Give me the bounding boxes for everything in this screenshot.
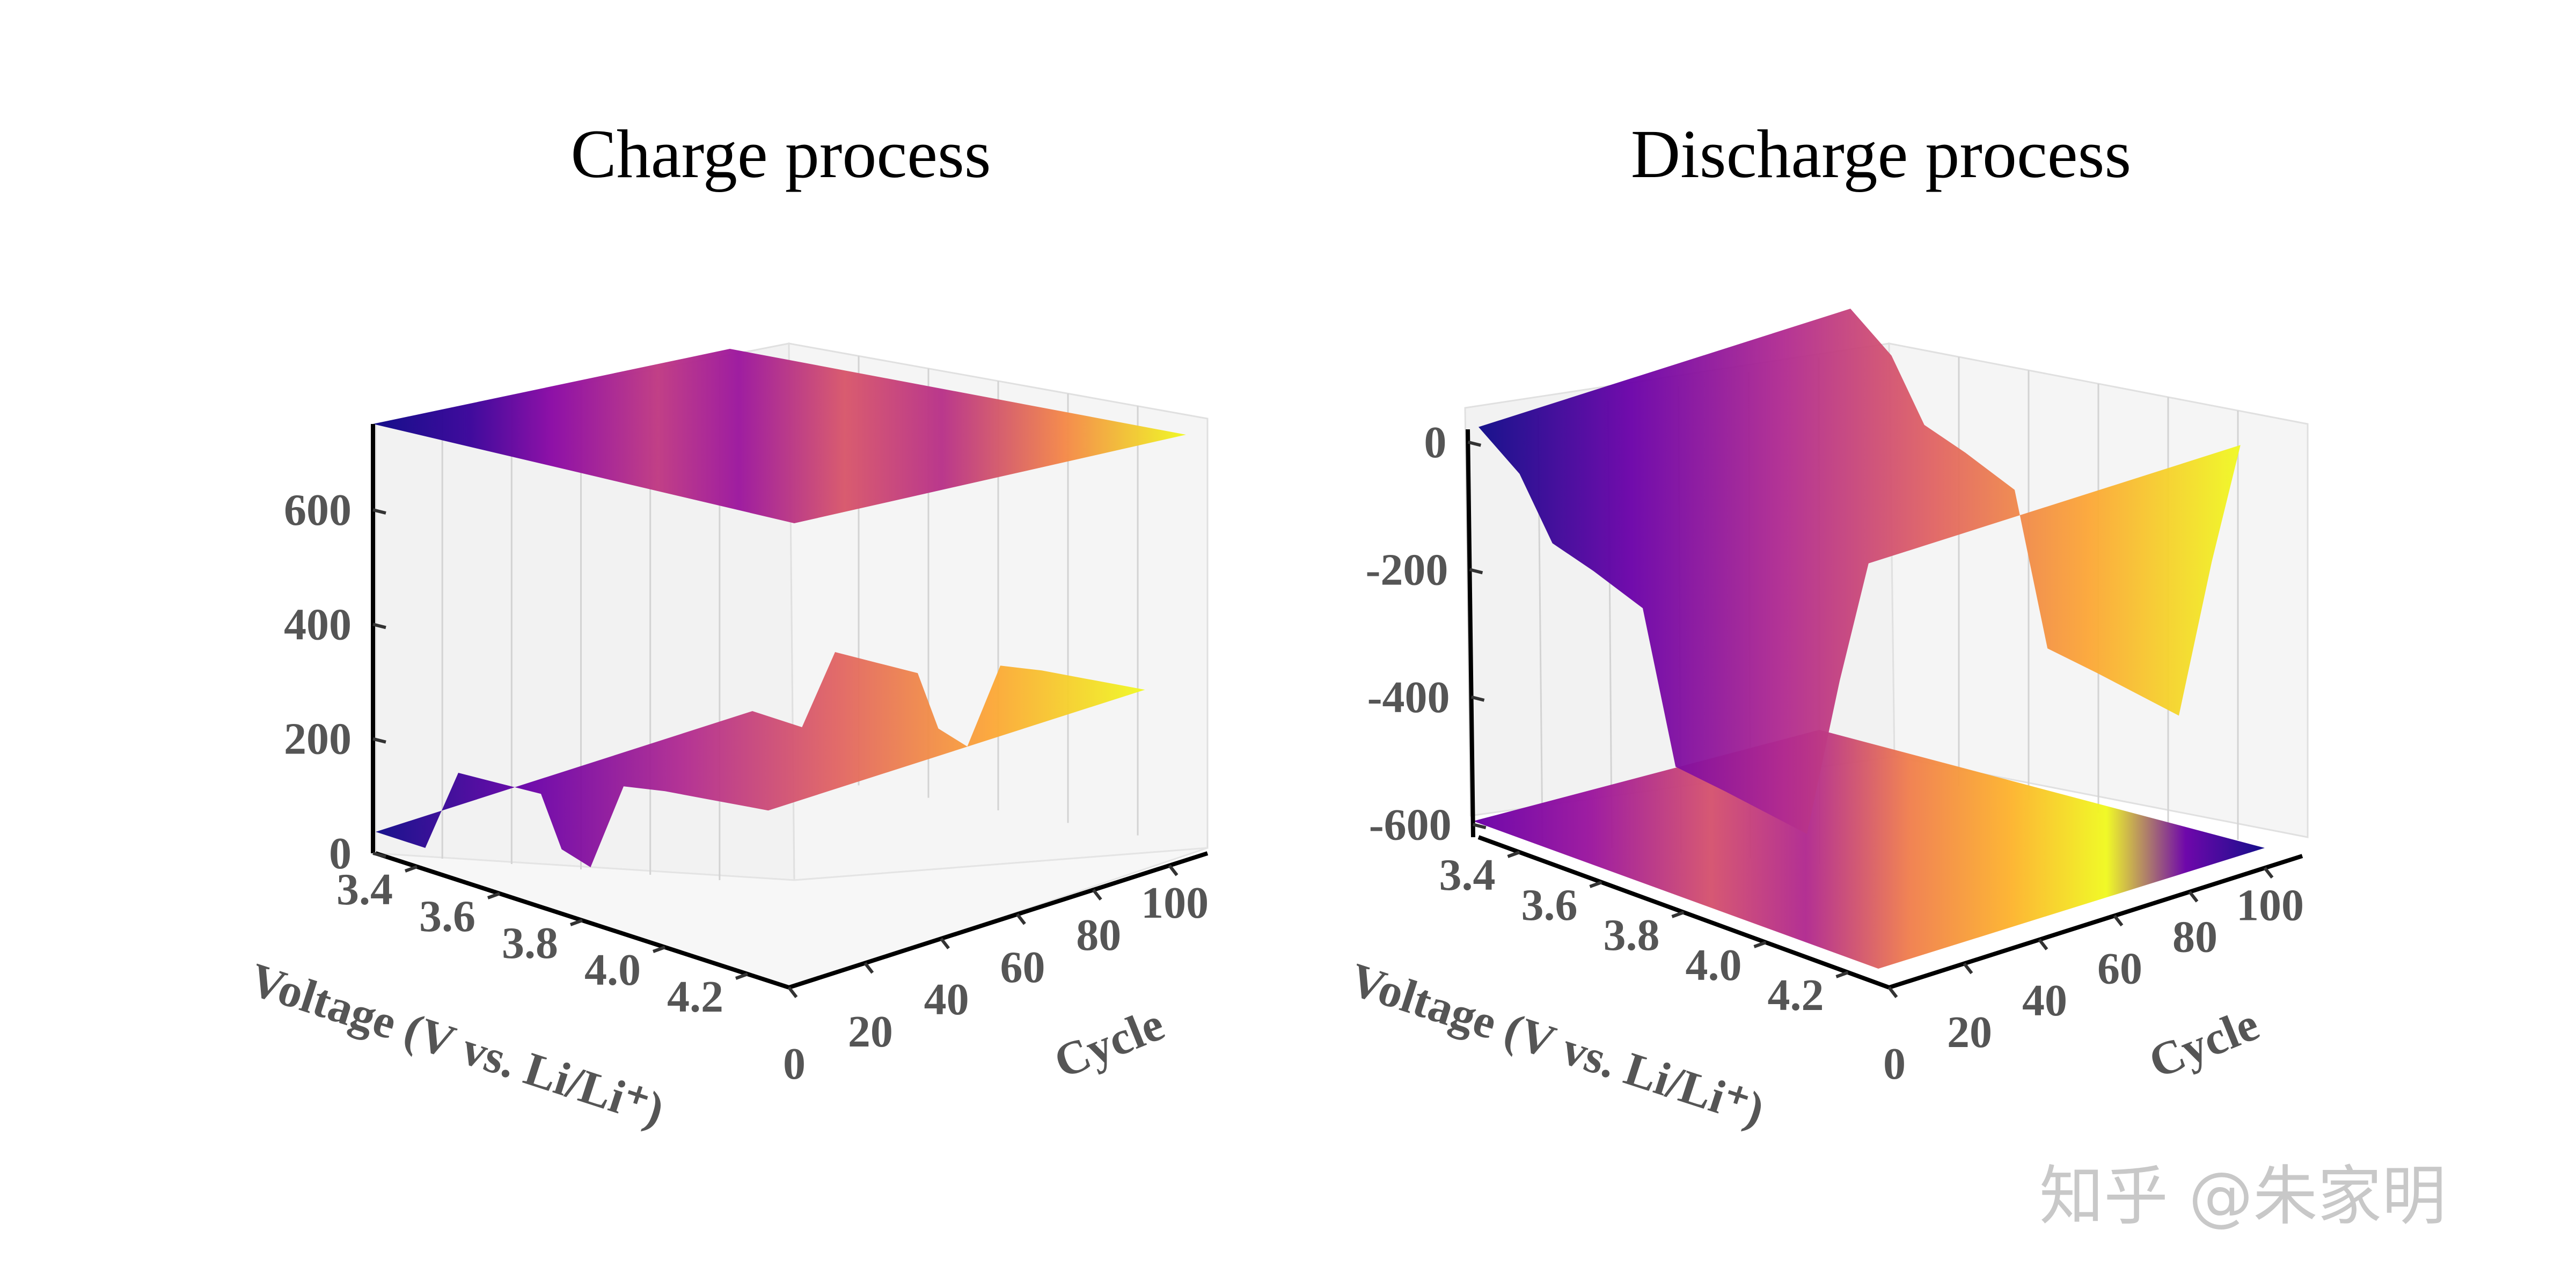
cycle-tick-mark (2038, 939, 2048, 950)
tick-labels: 3.4 3.6 3.8 4.0 4.2 0 20 40 60 80 100 0 200 400 600 (284, 485, 1209, 1089)
voltage-tick-mark (404, 865, 418, 873)
discharge-chart: Discharge process 3.4 3.6 3.8 4.0 4.2 0 20 40 60… (1344, 116, 2309, 1137)
cycle-tick-label: 40 (924, 975, 969, 1024)
surface-plot (1479, 309, 2241, 834)
voltage-tick-label: 3.4 (1439, 850, 1496, 900)
cycle-tick-label: 60 (2097, 944, 2142, 994)
cycle-tick-mark (2113, 914, 2124, 927)
bottom-projection-plane (1473, 730, 2265, 969)
z-tick-mark (1469, 568, 1483, 575)
z-tick-mark (1467, 440, 1482, 447)
z-tick-label: -600 (1369, 800, 1452, 850)
voltage-tick-mark (1507, 851, 1520, 858)
voltage-tick-mark (1589, 881, 1602, 888)
cycle-tick-label: 40 (2022, 976, 2067, 1026)
cycle-tick-label: 60 (1000, 942, 1045, 992)
z-tick-label: 0 (329, 829, 352, 879)
surface-plot (376, 652, 1145, 867)
cycle-tick-label: 0 (783, 1039, 806, 1089)
cycle-tick-label: 100 (2236, 881, 2304, 931)
voltage-tick-label: 4.2 (667, 972, 723, 1022)
cycle-tick-label: 80 (2172, 912, 2218, 962)
voltage-tick-mark (652, 946, 666, 953)
charge-chart: Charge process 3.4 3.6 3.8 4.0 4.2 0 20 40 60 80 1… (244, 116, 1209, 1137)
voltage-tick-label: 3.8 (1604, 910, 1660, 960)
voltage-tick-label: 3.6 (1521, 880, 1578, 930)
voltage-tick-label: 4.0 (584, 945, 641, 995)
cycle-tick-mark (1016, 913, 1026, 925)
voltage-tick-label: 3.8 (502, 918, 558, 968)
cycle-tick-mark (1963, 962, 1973, 975)
z-tick-label: -400 (1367, 672, 1450, 722)
cycle-tick-mark (1168, 864, 1179, 876)
cycle-tick-mark (863, 962, 874, 974)
z-tick-mark (372, 623, 386, 630)
voltage-tick-mark (735, 972, 749, 980)
tick-labels: 3.4 3.6 3.8 4.0 4.2 0 20 40 60 80 100 0 -200 -400 -600 (1365, 418, 2304, 1089)
z-tick-mark (372, 737, 386, 744)
cycle-tick-label: 20 (848, 1007, 893, 1057)
cycle-tick-mark (2188, 890, 2199, 903)
z-tick-mark (1470, 695, 1485, 702)
voltage-tick-label: 4.2 (1768, 970, 1824, 1020)
voltage-tick-label: 3.6 (419, 891, 475, 941)
cycle-axis (1888, 854, 2303, 990)
voltage-tick-mark (569, 919, 583, 926)
z-axis (1466, 429, 1475, 838)
chart-title: Discharge process (1631, 116, 2131, 192)
z-tick-mark (372, 508, 386, 515)
z-tick-mark (1472, 823, 1487, 830)
z-tick-label: -200 (1365, 545, 1448, 595)
cycle-tick-label: 20 (1947, 1007, 1992, 1057)
z-tick-label: 400 (284, 599, 352, 649)
voltage-tick-label: 4.0 (1686, 940, 1742, 990)
voltage-tick-label: 3.4 (336, 865, 393, 914)
cycle-tick-mark (940, 938, 950, 949)
z-tick-label: 200 (284, 714, 352, 764)
top-projection-plane (373, 349, 1186, 523)
voltage-tick-mark (1835, 971, 1849, 978)
cycle-tick-mark (1092, 889, 1102, 901)
cycle-axis-label: Cycle (1047, 998, 1171, 1089)
cycle-tick-label: 80 (1076, 910, 1121, 960)
cycle-tick-label: 0 (1883, 1039, 1906, 1089)
voltage-tick-mark (487, 892, 501, 899)
cycle-axis (788, 851, 1209, 990)
cycle-tick-mark (1887, 986, 1898, 998)
cycle-axis-label: Cycle (2142, 998, 2266, 1089)
cycle-tick-label: 100 (1141, 878, 1209, 928)
chart-title: Charge process (570, 116, 991, 192)
cycle-tick-mark (787, 986, 798, 998)
watermark: 知乎 @朱家明 (2039, 1159, 2446, 1234)
z-tick-label: 600 (284, 485, 352, 535)
z-tick-mark (372, 852, 386, 858)
z-tick-label: 0 (1424, 418, 1446, 467)
voltage-tick-mark (1671, 911, 1685, 918)
cycle-tick-mark (2263, 867, 2274, 879)
voltage-tick-mark (1753, 941, 1767, 948)
